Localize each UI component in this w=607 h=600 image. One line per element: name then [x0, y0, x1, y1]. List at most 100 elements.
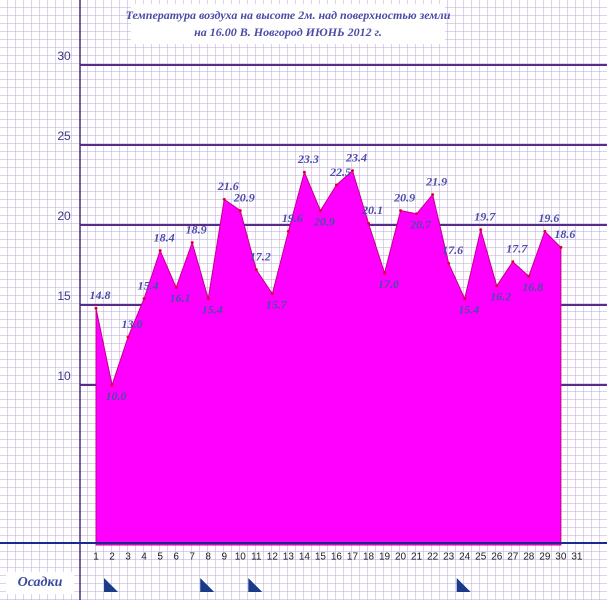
- point: [543, 229, 547, 233]
- point: [302, 170, 306, 174]
- x-tick-label: 25: [475, 552, 487, 563]
- point: [447, 261, 451, 265]
- value-label: 16.2: [490, 290, 511, 304]
- point: [190, 241, 194, 245]
- x-tick-label: 20: [395, 552, 407, 563]
- value-label: 17.0: [378, 277, 399, 291]
- precip-box: [6, 572, 74, 594]
- precip-label: Осадки: [18, 575, 63, 590]
- x-tick-label: 14: [299, 552, 311, 563]
- x-tick-label: 9: [221, 552, 227, 563]
- value-label: 15.4: [138, 278, 159, 292]
- value-label: 20.7: [409, 218, 432, 232]
- x-tick-label: 6: [173, 552, 179, 563]
- value-label: 13.0: [122, 317, 143, 331]
- y-tick-label: 15: [57, 289, 71, 303]
- y-tick-label: 20: [57, 209, 71, 223]
- point: [222, 197, 226, 201]
- point: [238, 209, 242, 213]
- x-tick-label: 12: [267, 552, 279, 563]
- value-label: 17.2: [250, 250, 271, 264]
- point: [334, 183, 338, 187]
- chart-subtitle: на 16.00 В. Новгород ИЮНЬ 2012 г.: [194, 25, 382, 39]
- point: [431, 193, 435, 197]
- value-label: 20.9: [313, 214, 335, 228]
- precip-marker: [248, 578, 263, 592]
- value-label: 14.8: [90, 288, 111, 302]
- point: [479, 228, 483, 232]
- x-tick-label: 7: [189, 552, 195, 563]
- value-label: 21.6: [217, 179, 239, 193]
- value-label: 19.6: [538, 211, 559, 225]
- point: [559, 245, 563, 249]
- point: [286, 229, 290, 233]
- value-label: 15.7: [266, 298, 288, 312]
- x-tick-label: 10: [235, 552, 247, 563]
- value-label: 19.6: [282, 211, 303, 225]
- x-tick-label: 13: [283, 552, 295, 563]
- point: [126, 335, 130, 339]
- x-tick-label: 1: [93, 552, 99, 563]
- value-label: 20.1: [361, 203, 383, 217]
- x-tick-label: 28: [523, 552, 535, 563]
- point: [511, 260, 515, 264]
- y-tick-label: 25: [57, 129, 71, 143]
- x-tick-label: 5: [157, 552, 163, 563]
- x-tick-label: 21: [411, 552, 423, 563]
- point: [142, 297, 146, 301]
- value-label: 23.4: [345, 150, 367, 164]
- point: [367, 221, 371, 225]
- point: [110, 383, 114, 387]
- x-tick-label: 4: [141, 552, 147, 563]
- point: [206, 297, 210, 301]
- point: [254, 268, 258, 272]
- value-label: 15.4: [202, 302, 223, 316]
- x-tick-label: 26: [491, 552, 503, 563]
- precip-marker: [456, 578, 471, 592]
- x-tick-label: 11: [251, 552, 262, 563]
- value-label: 22.5: [329, 165, 351, 179]
- x-tick-label: 29: [539, 552, 551, 563]
- value-label: 18.6: [554, 227, 575, 241]
- value-label: 16.1: [170, 291, 191, 305]
- x-tick-label: 19: [379, 552, 391, 563]
- value-label: 17.6: [442, 243, 463, 257]
- point: [463, 297, 467, 301]
- x-tick-label: 3: [125, 552, 131, 563]
- x-tick-label: 24: [459, 552, 471, 563]
- value-label: 18.4: [154, 230, 175, 244]
- x-tick-label: 17: [347, 552, 359, 563]
- chart-title: Температура воздуха на высоте 2м. над по…: [126, 8, 451, 22]
- y-tick-label: 30: [57, 49, 71, 63]
- point: [158, 249, 162, 253]
- point: [495, 284, 499, 288]
- point: [415, 212, 419, 216]
- y-tick-label: 10: [57, 369, 71, 383]
- value-label: 15.4: [458, 302, 479, 316]
- value-label: 20.9: [393, 190, 415, 204]
- x-tick-label: 8: [205, 552, 211, 563]
- precip-marker: [200, 578, 215, 592]
- x-tick-label: 15: [315, 552, 327, 563]
- point: [383, 271, 387, 275]
- value-label: 20.9: [233, 190, 255, 204]
- value-label: 21.9: [425, 174, 447, 188]
- value-label: 10.0: [106, 389, 127, 403]
- value-label: 16.8: [522, 280, 543, 294]
- point: [318, 209, 322, 213]
- x-tick-label: 30: [555, 552, 567, 563]
- x-tick-label: 2: [109, 552, 115, 563]
- x-tick-label: 18: [363, 552, 375, 563]
- value-label: 17.7: [506, 242, 528, 256]
- point: [399, 209, 403, 213]
- value-label: 19.7: [474, 210, 496, 224]
- point: [174, 285, 178, 289]
- x-tick-label: 22: [427, 552, 439, 563]
- x-tick-label: 31: [571, 552, 583, 563]
- point: [94, 306, 98, 310]
- point: [527, 274, 531, 278]
- x-tick-label: 27: [507, 552, 519, 563]
- precip-marker: [104, 578, 119, 592]
- title-box: [131, 4, 445, 44]
